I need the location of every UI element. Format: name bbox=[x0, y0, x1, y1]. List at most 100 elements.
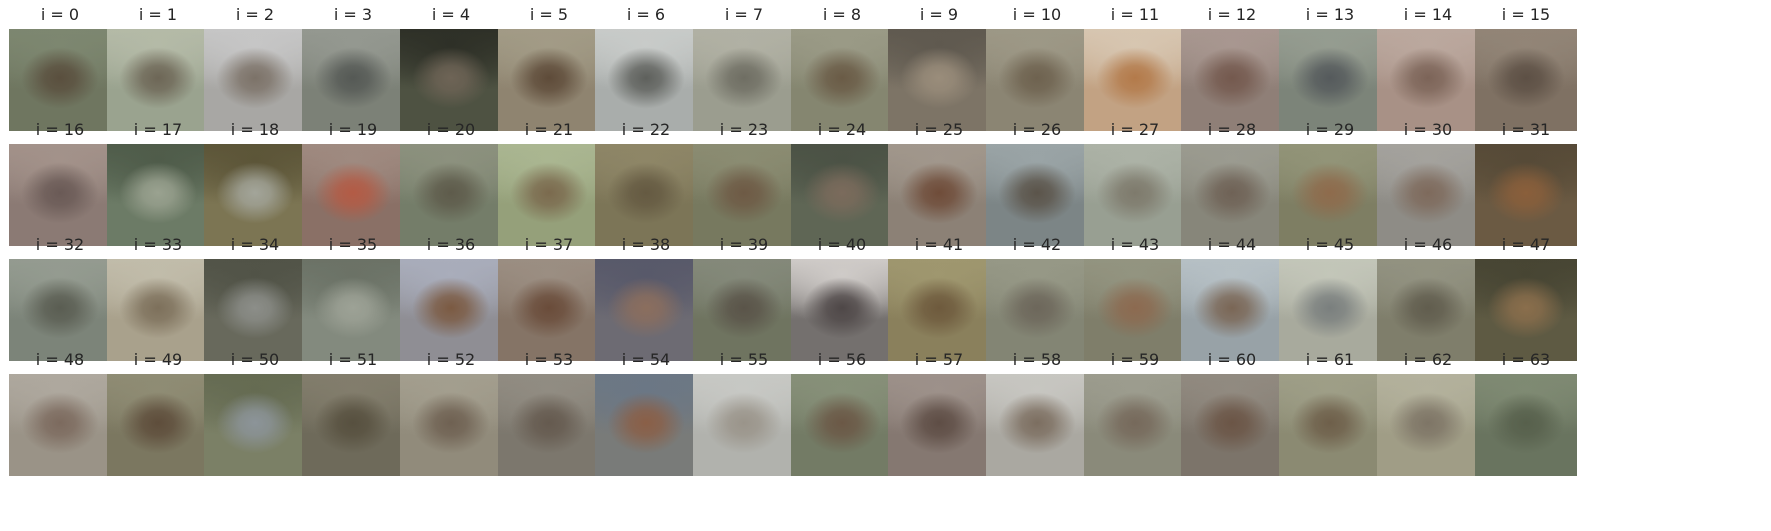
cell-title: i = 63 bbox=[1501, 350, 1551, 369]
grid-cell: i = 2 bbox=[204, 4, 306, 131]
grid-cell: i = 9 bbox=[888, 4, 990, 131]
cell-title: i = 62 bbox=[1403, 350, 1453, 369]
grid-cell: i = 11 bbox=[1084, 4, 1186, 131]
generated-image bbox=[302, 259, 404, 361]
grid-cell: i = 25 bbox=[888, 119, 990, 246]
cell-title: i = 45 bbox=[1305, 235, 1355, 254]
generated-image bbox=[302, 374, 404, 476]
grid-cell: i = 26 bbox=[986, 119, 1088, 246]
cell-title: i = 56 bbox=[817, 350, 867, 369]
cell-title: i = 8 bbox=[822, 5, 862, 24]
grid-cell: i = 63 bbox=[1475, 349, 1577, 476]
cell-title: i = 0 bbox=[40, 5, 80, 24]
grid-cell: i = 58 bbox=[986, 349, 1088, 476]
grid-cell: i = 30 bbox=[1377, 119, 1479, 246]
generated-image bbox=[1279, 29, 1381, 131]
cell-title: i = 2 bbox=[235, 5, 275, 24]
grid-cell: i = 27 bbox=[1084, 119, 1186, 246]
grid-cell: i = 44 bbox=[1181, 234, 1283, 361]
cell-title: i = 21 bbox=[524, 120, 574, 139]
generated-image bbox=[1475, 144, 1577, 246]
cell-title: i = 20 bbox=[426, 120, 476, 139]
grid-cell: i = 34 bbox=[204, 234, 306, 361]
grid-cell: i = 6 bbox=[595, 4, 697, 131]
generated-image bbox=[9, 259, 111, 361]
generated-image bbox=[595, 259, 697, 361]
grid-cell: i = 48 bbox=[9, 349, 111, 476]
cell-title: i = 41 bbox=[914, 235, 964, 254]
generated-image bbox=[107, 29, 209, 131]
grid-cell: i = 4 bbox=[400, 4, 502, 131]
generated-image bbox=[1377, 374, 1479, 476]
cell-title: i = 57 bbox=[914, 350, 964, 369]
cell-title: i = 43 bbox=[1110, 235, 1160, 254]
cell-title: i = 4 bbox=[431, 5, 471, 24]
cell-title: i = 31 bbox=[1501, 120, 1551, 139]
generated-image bbox=[595, 374, 697, 476]
grid-cell: i = 55 bbox=[693, 349, 795, 476]
grid-cell: i = 3 bbox=[302, 4, 404, 131]
generated-image bbox=[693, 144, 795, 246]
grid-cell: i = 12 bbox=[1181, 4, 1283, 131]
cell-title: i = 40 bbox=[817, 235, 867, 254]
generated-image bbox=[400, 259, 502, 361]
cell-title: i = 11 bbox=[1110, 5, 1160, 24]
generated-image bbox=[107, 259, 209, 361]
generated-image bbox=[1377, 29, 1479, 131]
generated-image bbox=[9, 144, 111, 246]
generated-image bbox=[693, 374, 795, 476]
grid-cell: i = 28 bbox=[1181, 119, 1283, 246]
grid-cell: i = 62 bbox=[1377, 349, 1479, 476]
cell-title: i = 6 bbox=[626, 5, 666, 24]
cell-title: i = 14 bbox=[1403, 5, 1453, 24]
generated-image bbox=[1181, 374, 1283, 476]
cell-title: i = 59 bbox=[1110, 350, 1160, 369]
generated-image bbox=[791, 259, 893, 361]
grid-cell: i = 13 bbox=[1279, 4, 1381, 131]
generated-image bbox=[888, 259, 990, 361]
cell-title: i = 33 bbox=[133, 235, 183, 254]
generated-image bbox=[1377, 144, 1479, 246]
grid-cell: i = 35 bbox=[302, 234, 404, 361]
generated-image bbox=[595, 144, 697, 246]
generated-image bbox=[888, 29, 990, 131]
cell-title: i = 24 bbox=[817, 120, 867, 139]
grid-cell: i = 38 bbox=[595, 234, 697, 361]
cell-title: i = 19 bbox=[328, 120, 378, 139]
grid-cell: i = 8 bbox=[791, 4, 893, 131]
generated-image bbox=[204, 144, 306, 246]
grid-cell: i = 20 bbox=[400, 119, 502, 246]
generated-image bbox=[693, 29, 795, 131]
grid-cell: i = 39 bbox=[693, 234, 795, 361]
generated-image bbox=[693, 259, 795, 361]
cell-title: i = 22 bbox=[621, 120, 671, 139]
generated-image bbox=[1084, 374, 1186, 476]
cell-title: i = 61 bbox=[1305, 350, 1355, 369]
cell-title: i = 7 bbox=[724, 5, 764, 24]
generated-image bbox=[1279, 259, 1381, 361]
generated-image bbox=[986, 29, 1088, 131]
generated-image bbox=[400, 374, 502, 476]
cell-title: i = 1 bbox=[138, 5, 178, 24]
cell-title: i = 18 bbox=[230, 120, 280, 139]
generated-image bbox=[400, 29, 502, 131]
cell-title: i = 39 bbox=[719, 235, 769, 254]
generated-image bbox=[791, 144, 893, 246]
grid-cell: i = 59 bbox=[1084, 349, 1186, 476]
generated-image bbox=[1084, 259, 1186, 361]
cell-title: i = 23 bbox=[719, 120, 769, 139]
grid-cell: i = 14 bbox=[1377, 4, 1479, 131]
grid-cell: i = 33 bbox=[107, 234, 209, 361]
generated-image bbox=[791, 29, 893, 131]
grid-cell: i = 57 bbox=[888, 349, 990, 476]
cell-title: i = 30 bbox=[1403, 120, 1453, 139]
grid-cell: i = 17 bbox=[107, 119, 209, 246]
generated-image bbox=[204, 29, 306, 131]
grid-cell: i = 16 bbox=[9, 119, 111, 246]
cell-title: i = 38 bbox=[621, 235, 671, 254]
grid-cell: i = 1 bbox=[107, 4, 209, 131]
generated-image bbox=[888, 374, 990, 476]
grid-cell: i = 46 bbox=[1377, 234, 1479, 361]
cell-title: i = 13 bbox=[1305, 5, 1355, 24]
